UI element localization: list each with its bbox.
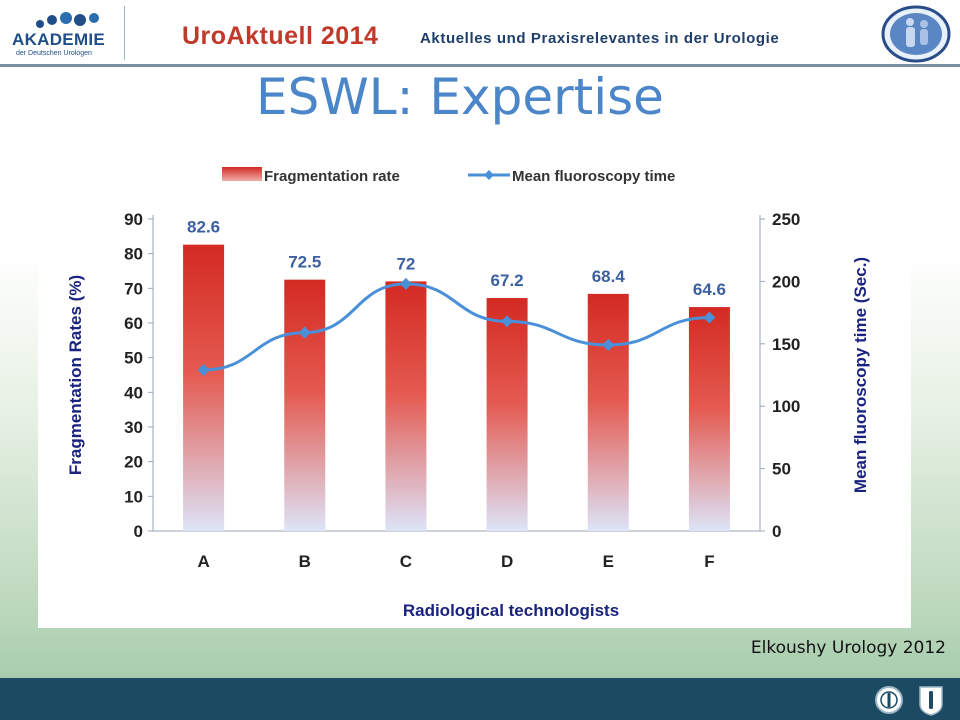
akademie-logo: AKADEMIE der Deutschen Urologen [12,6,132,60]
combo-chart: 0 10 20 30 40 50 60 70 80 90 0 50 100 150 200 250 A B C D E F… [66,167,870,620]
logo-divider [124,6,125,60]
seal-icon [875,686,903,714]
y-tick-label: 60 [124,314,143,333]
line-point [197,364,210,377]
x-tick-label: E [603,552,614,571]
conference-title: UroAktuell 2014 [182,22,379,50]
line-point [501,315,514,328]
bar [587,293,629,531]
line-point [703,311,716,324]
y2-tick-label: 200 [772,272,800,291]
conference-subtitle: Aktuelles und Praxisrelevantes in der Ur… [420,30,780,47]
line-point [602,339,615,352]
header-bar: AKADEMIE der Deutschen Urologen UroAktue… [0,0,960,67]
bar [385,281,427,531]
y2-tick-label: 250 [772,210,800,229]
shield-icon [919,686,943,716]
y-tick-label: 50 [124,349,143,368]
x-tick-label: A [197,552,209,571]
x-axis-title: Radiological technologists [403,601,619,620]
bar [486,298,528,531]
bar-value-label: 72 [396,254,415,273]
header-divider [0,64,960,67]
x-tick-label: B [299,552,311,571]
anatomy-globe-icon [881,5,951,63]
y-tick-label: 20 [124,453,143,472]
legend-line-label: Mean fluoroscopy time [512,168,675,185]
logo-figures-icon [36,12,99,28]
legend-line-marker [484,170,494,180]
legend-bar-swatch [222,167,262,181]
slide-title: ESWL: Expertise [256,68,664,126]
y2-axis-title: Mean fluoroscopy time (Sec.) [851,257,870,493]
y-tick-label: 40 [124,383,143,402]
y-tick-label: 90 [124,210,143,229]
x-tick-label: F [704,552,714,571]
y-tick-label: 80 [124,245,143,264]
bar-value-label: 72.5 [288,253,321,272]
y2-tick-label: 50 [772,460,791,479]
y2-tick-label: 0 [772,522,781,541]
line-point [399,277,412,290]
bar-value-label: 64.6 [693,280,726,299]
footer-bar [0,678,960,720]
x-tick-label: D [501,552,513,571]
y-tick-label: 70 [124,279,143,298]
citation: Elkoushy Urology 2012 [750,638,946,658]
bar [183,244,225,532]
y2-tick-label: 100 [772,397,800,416]
y2-tick-label: 150 [772,335,800,354]
bar [284,279,326,531]
y-axis-title: Fragmentation Rates (%) [66,275,85,475]
bar [688,307,730,531]
x-tick-label: C [400,552,412,571]
bar-value-label: 68.4 [592,267,626,286]
bar-value-label: 67.2 [491,271,524,290]
bar-value-label: 82.6 [187,218,220,237]
y-tick-label: 10 [124,487,143,506]
y-tick-label: 0 [134,522,143,541]
y-tick-label: 30 [124,418,143,437]
legend-bar-label: Fragmentation rate [264,168,400,185]
line-point [298,326,311,339]
chart-panel: 0 10 20 30 40 50 60 70 80 90 0 50 100 150 200 250 A B C D E F… [38,135,911,628]
fluoroscopy-line [203,282,710,372]
org-name: AKADEMIE [12,30,106,49]
org-subtitle: der Deutschen Urologen [16,50,92,57]
